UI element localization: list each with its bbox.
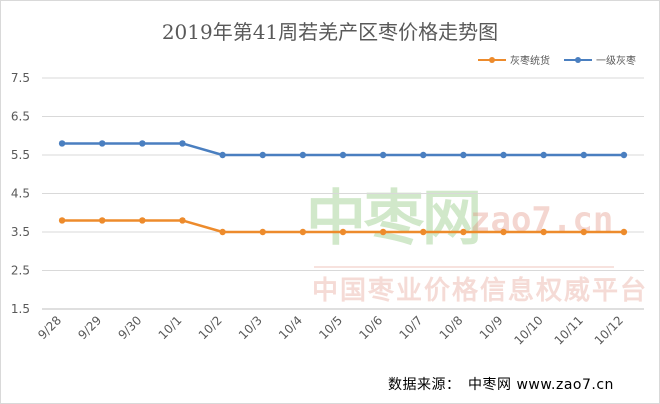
y-tick-label: 1.5 bbox=[11, 302, 30, 316]
data-point bbox=[299, 151, 307, 159]
x-tick-label: 10/7 bbox=[396, 313, 425, 342]
legend-marker-series-2 bbox=[564, 56, 592, 63]
data-point bbox=[259, 151, 266, 159]
x-tick-label: 10/4 bbox=[276, 313, 305, 342]
chart-legend: 灰枣统货 一级灰枣 bbox=[478, 52, 636, 67]
legend-label-series-1: 灰枣统货 bbox=[510, 56, 550, 67]
data-point bbox=[179, 217, 186, 224]
x-tick-label: 10/6 bbox=[356, 313, 385, 342]
data-point bbox=[139, 140, 146, 147]
legend-marker-series-1 bbox=[478, 56, 506, 63]
y-tick-label: 7.5 bbox=[11, 71, 30, 85]
legend-item-series-1: 灰枣统货 bbox=[478, 52, 550, 67]
y-tick-label: 2.5 bbox=[11, 264, 30, 278]
data-point bbox=[540, 228, 547, 236]
x-tick-label: 10/12 bbox=[592, 313, 626, 347]
data-point bbox=[139, 217, 146, 224]
data-point bbox=[379, 151, 387, 159]
data-point bbox=[99, 140, 106, 147]
watermark-divider bbox=[314, 266, 614, 268]
x-tick-label: 10/9 bbox=[477, 313, 506, 342]
x-tick-label: 10/8 bbox=[437, 313, 466, 342]
data-point bbox=[620, 151, 628, 159]
data-point bbox=[58, 217, 66, 224]
data-point bbox=[99, 217, 106, 224]
data-point bbox=[219, 151, 226, 159]
data-point bbox=[420, 151, 427, 159]
data-point bbox=[620, 228, 628, 236]
x-tick-label: 9/29 bbox=[75, 313, 104, 342]
chart-title: 2019年第41周若羌产区枣价格走势图 bbox=[161, 20, 499, 44]
data-point bbox=[580, 228, 587, 236]
data-point bbox=[339, 151, 347, 159]
x-tick-label: 9/28 bbox=[35, 313, 64, 342]
data-point bbox=[58, 140, 66, 147]
data-point bbox=[259, 228, 266, 236]
y-tick-label: 3.5 bbox=[11, 225, 30, 239]
x-tick-label: 10/2 bbox=[196, 313, 225, 342]
data-point bbox=[219, 228, 226, 236]
data-point bbox=[580, 151, 587, 159]
x-tick-label: 9/30 bbox=[115, 313, 144, 342]
x-tick-label: 10/5 bbox=[316, 313, 345, 342]
data-point bbox=[379, 228, 387, 236]
data-source-note: 数据来源： 中枣网 www.zao7.cn bbox=[388, 377, 614, 393]
x-tick-label: 10/1 bbox=[156, 313, 185, 342]
x-tick-label: 10/3 bbox=[236, 313, 265, 342]
data-point bbox=[500, 151, 507, 159]
data-point bbox=[460, 151, 467, 159]
data-point bbox=[339, 228, 347, 236]
legend-item-series-2: 一级灰枣 bbox=[564, 52, 636, 67]
x-tick-label: 10/10 bbox=[511, 313, 545, 347]
legend-label-series-2: 一级灰枣 bbox=[596, 56, 636, 67]
data-point bbox=[299, 228, 307, 236]
data-point bbox=[500, 228, 507, 236]
data-point bbox=[179, 140, 186, 147]
data-point bbox=[420, 228, 427, 236]
data-point bbox=[540, 151, 547, 159]
y-tick-label: 6.5 bbox=[11, 110, 30, 124]
data-point bbox=[460, 228, 467, 236]
y-tick-label: 5.5 bbox=[11, 148, 30, 162]
x-tick-label: 10/11 bbox=[552, 313, 586, 347]
y-tick-label: 4.5 bbox=[11, 187, 30, 201]
